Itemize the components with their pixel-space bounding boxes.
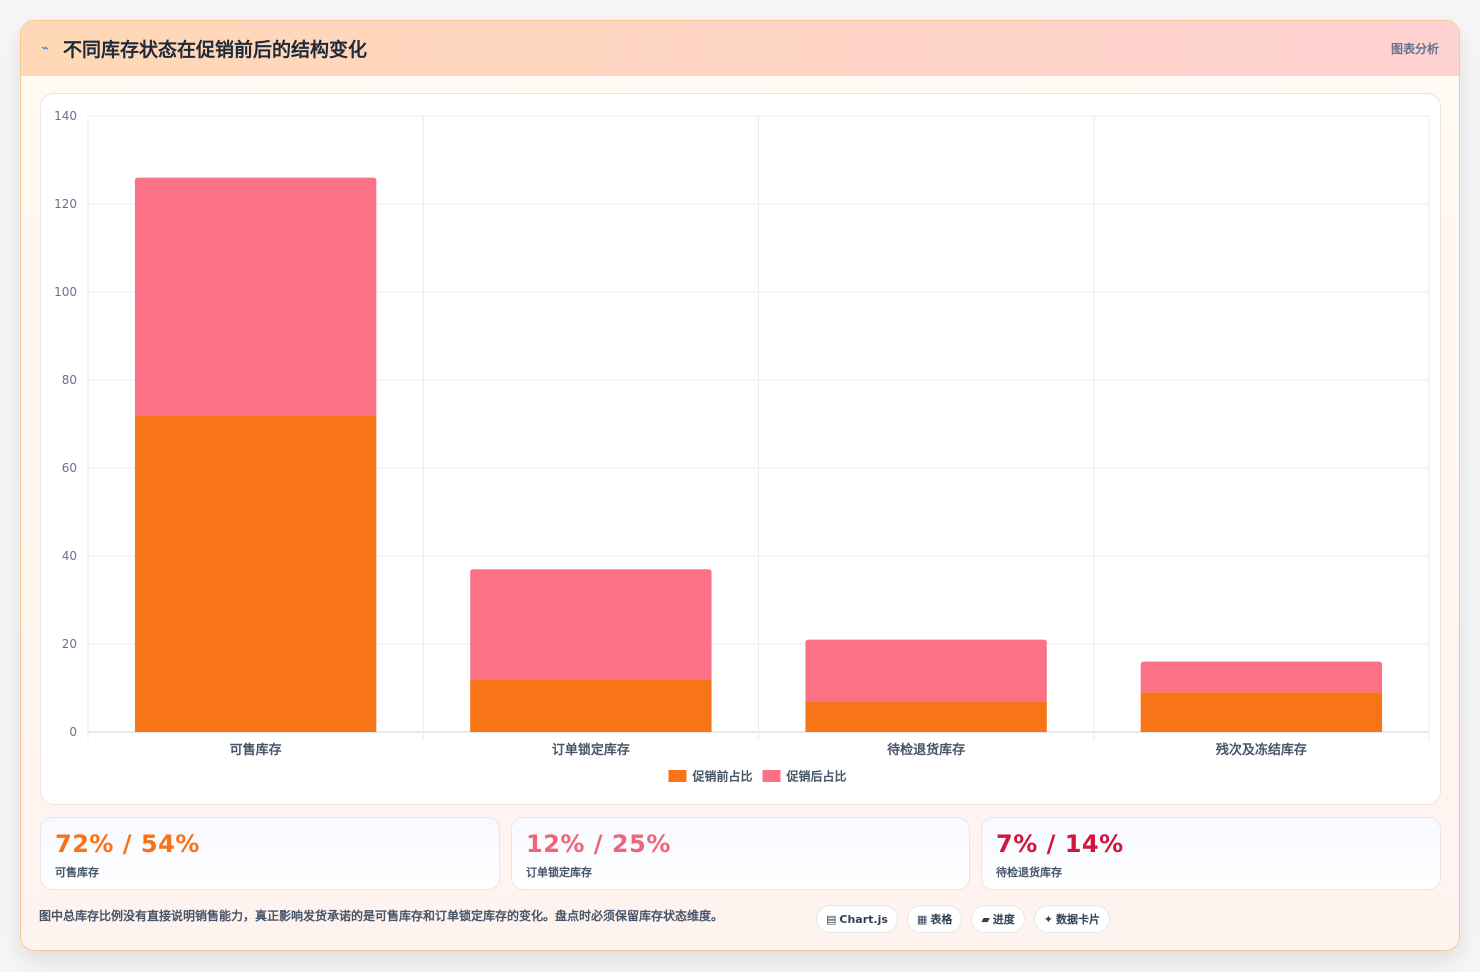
progress-icon: ▰ (981, 912, 990, 926)
chart-icon: ⌁ (41, 41, 49, 56)
category-tag: 图表分析 (1390, 42, 1439, 56)
stat-label: 可售库存 (55, 866, 99, 879)
table-icon: ▦ (916, 912, 928, 926)
y-tick-label: 0 (69, 725, 77, 739)
stat-card-available: 72% / 54% 可售库存 (40, 817, 500, 890)
chip-label: 进度 (992, 913, 1015, 926)
bar-segment (470, 569, 712, 680)
stat-value: 72% / 54% (55, 830, 200, 858)
bar-segment (134, 415, 377, 732)
stat-card-returns: 7% / 14% 待检退货库存 (981, 817, 1441, 890)
stat-value: 7% / 14% (996, 830, 1124, 858)
y-tick-label: 120 (54, 197, 77, 211)
y-tick-label: 40 (62, 549, 77, 563)
legend-label: 促销后占比 (786, 769, 847, 784)
legend-label: 促销前占比 (692, 769, 753, 784)
chart-file-icon: ▤ (826, 912, 837, 926)
bar-segment (805, 701, 1047, 732)
chart-card: ⌁ 不同库存状态在促销前后的结构变化 图表分析 0 20 40 60 80 100 120 1… (20, 20, 1460, 951)
x-tick-label: 可售库存 (230, 742, 282, 758)
chip-label: Chart.js (839, 912, 888, 926)
card-header: ⌁ 不同库存状态在促销前后的结构变化 图表分析 (21, 21, 1459, 76)
y-tick-label: 100 (54, 285, 77, 299)
y-tick-label: 60 (62, 461, 77, 475)
y-tick-label: 20 (62, 637, 77, 651)
chip-progress[interactable]: ▰ 进度 (971, 905, 1025, 933)
y-tick-label: 80 (62, 373, 77, 387)
x-tick-label: 订单锁定库存 (552, 742, 630, 758)
sparkle-icon: ✦ (1043, 912, 1054, 926)
chip-table[interactable]: ▦ 表格 (906, 905, 963, 933)
chip-label: 数据卡片 (1056, 913, 1101, 926)
bar-segment (805, 639, 1047, 702)
stat-label: 待检退货库存 (996, 866, 1062, 879)
bar-segment (1140, 692, 1383, 732)
footer-note: 图中总库存比例没有直接说明销售能力，真正影响发货承诺的是可售库存和订单锁定库存的… (39, 909, 724, 923)
bar-chart: 0 20 40 60 80 100 120 140 可售库存 订单锁定库存 待检退货库存 残次及冻结库… (54, 109, 1430, 784)
bar-segment (1140, 661, 1383, 693)
chip-data-card[interactable]: ✦ 数据卡片 (1033, 905, 1111, 933)
legend-swatch (668, 770, 687, 782)
legend-swatch (762, 770, 781, 782)
x-tick-label: 待检退货库存 (886, 742, 965, 758)
stat-card-locked: 12% / 25% 订单锁定库存 (511, 817, 970, 890)
tech-chips: ▤ Chart.js ▦ 表格 ▰ 进度 ✦ 数据卡片 (816, 905, 1111, 933)
chart-container: 0 20 40 60 80 100 120 140 可售库存 订单锁定库存 待检退货库存 残次及冻结库… (40, 93, 1441, 805)
stat-value: 12% / 25% (526, 830, 671, 858)
y-tick-label: 140 (54, 109, 77, 123)
chip-chartjs[interactable]: ▤ Chart.js (816, 905, 898, 933)
bar-segment (470, 679, 712, 732)
chip-label: 表格 (930, 913, 953, 926)
x-tick-label: 残次及冻结库存 (1216, 742, 1307, 758)
page-title: 不同库存状态在促销前后的结构变化 (63, 39, 368, 61)
stat-label: 订单锁定库存 (526, 866, 592, 879)
bar-segment (134, 177, 377, 416)
